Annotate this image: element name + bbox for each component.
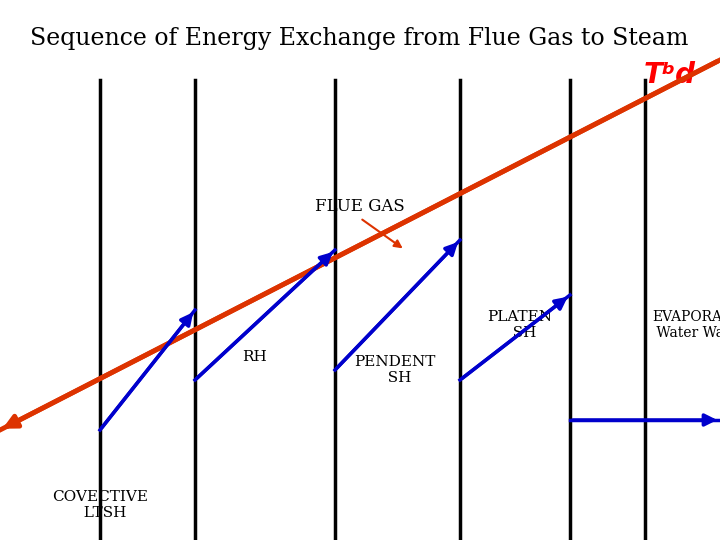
Text: Sequence of Energy Exchange from Flue Gas to Steam: Sequence of Energy Exchange from Flue Ga… bbox=[30, 26, 688, 50]
Text: PLATEN
  SH: PLATEN SH bbox=[487, 310, 552, 340]
Text: Tᵇd: Tᵇd bbox=[644, 61, 696, 89]
Text: PENDENT
  SH: PENDENT SH bbox=[354, 355, 436, 385]
Text: EVAPORATOR
 Water Wall: EVAPORATOR Water Wall bbox=[652, 310, 720, 340]
Text: RH: RH bbox=[243, 350, 267, 364]
Text: FLUE GAS: FLUE GAS bbox=[315, 198, 405, 215]
Text: COVECTIVE
  LTSH: COVECTIVE LTSH bbox=[52, 490, 148, 520]
